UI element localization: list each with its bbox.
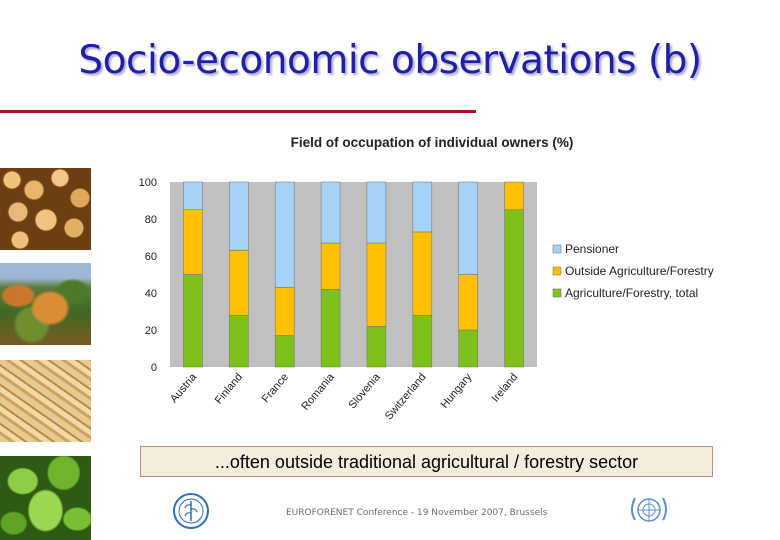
caption-box: ...often outside traditional agricultura… [140, 446, 713, 477]
forest-photo [0, 263, 91, 345]
x-tick-label: Switzerland [383, 371, 429, 422]
legend-swatch [552, 244, 562, 254]
x-tick-label: Ireland [490, 371, 521, 404]
bar-segment [504, 209, 524, 368]
bar-segment [458, 181, 478, 275]
title-underline [0, 110, 476, 113]
x-tick-label: Slovenia [346, 371, 383, 412]
x-tick-label: Hungary [439, 371, 475, 411]
bar-segment [229, 250, 249, 316]
bar-segment [366, 242, 387, 327]
bar-segment [458, 329, 478, 368]
bar-segment [320, 181, 341, 244]
legend-label: Pensioner [565, 242, 619, 256]
x-tick-label: Romania [299, 371, 337, 413]
x-tick-label: Finland [213, 371, 245, 406]
un-emblem-icon [631, 497, 667, 522]
bar-segment [366, 181, 387, 244]
legend-label: Outside Agriculture/Forestry [565, 264, 714, 278]
bar-segment [412, 231, 433, 316]
bar-segment [183, 181, 203, 210]
leaves-photo [0, 456, 91, 540]
bar-segment [504, 181, 524, 210]
bar-segment [412, 181, 433, 233]
y-tick-label: 0 [151, 362, 157, 374]
bar-segment [412, 314, 433, 368]
woodchips-photo [0, 360, 91, 442]
y-tick-label: 100 [139, 177, 157, 189]
legend-swatch [552, 288, 562, 298]
x-tick-label: France [260, 371, 291, 405]
bar-segment [183, 209, 203, 275]
footer-text: EUROFORENET Conference - 19 November 200… [286, 508, 548, 518]
plot-area [170, 182, 537, 367]
logs-photo [0, 168, 91, 250]
bar-segment [229, 181, 249, 251]
x-tick-label: Austria [168, 371, 200, 406]
y-tick-label: 80 [145, 214, 157, 226]
y-tick-label: 20 [145, 325, 157, 337]
bar-segment [274, 287, 295, 336]
bar-segment [366, 326, 387, 368]
chart-title: Field of occupation of individual owners… [291, 135, 574, 150]
legend-label: Agriculture/Forestry, total [565, 286, 698, 300]
bar-segment [320, 242, 341, 290]
y-tick-label: 60 [145, 251, 157, 263]
bar-segment [274, 181, 295, 288]
y-tick-label: 40 [145, 288, 157, 300]
bar-segment [458, 274, 478, 331]
bar-segment [183, 274, 203, 368]
slide-title: Socio-economic observations (b) [78, 38, 702, 83]
bar-segment [274, 335, 295, 368]
bar-segment [229, 314, 249, 368]
stacked-bar-chart: Field of occupation of individual owners… [139, 135, 714, 422]
bar-segment [320, 289, 341, 368]
fao-logo-icon [173, 493, 209, 529]
legend-swatch [552, 266, 562, 276]
